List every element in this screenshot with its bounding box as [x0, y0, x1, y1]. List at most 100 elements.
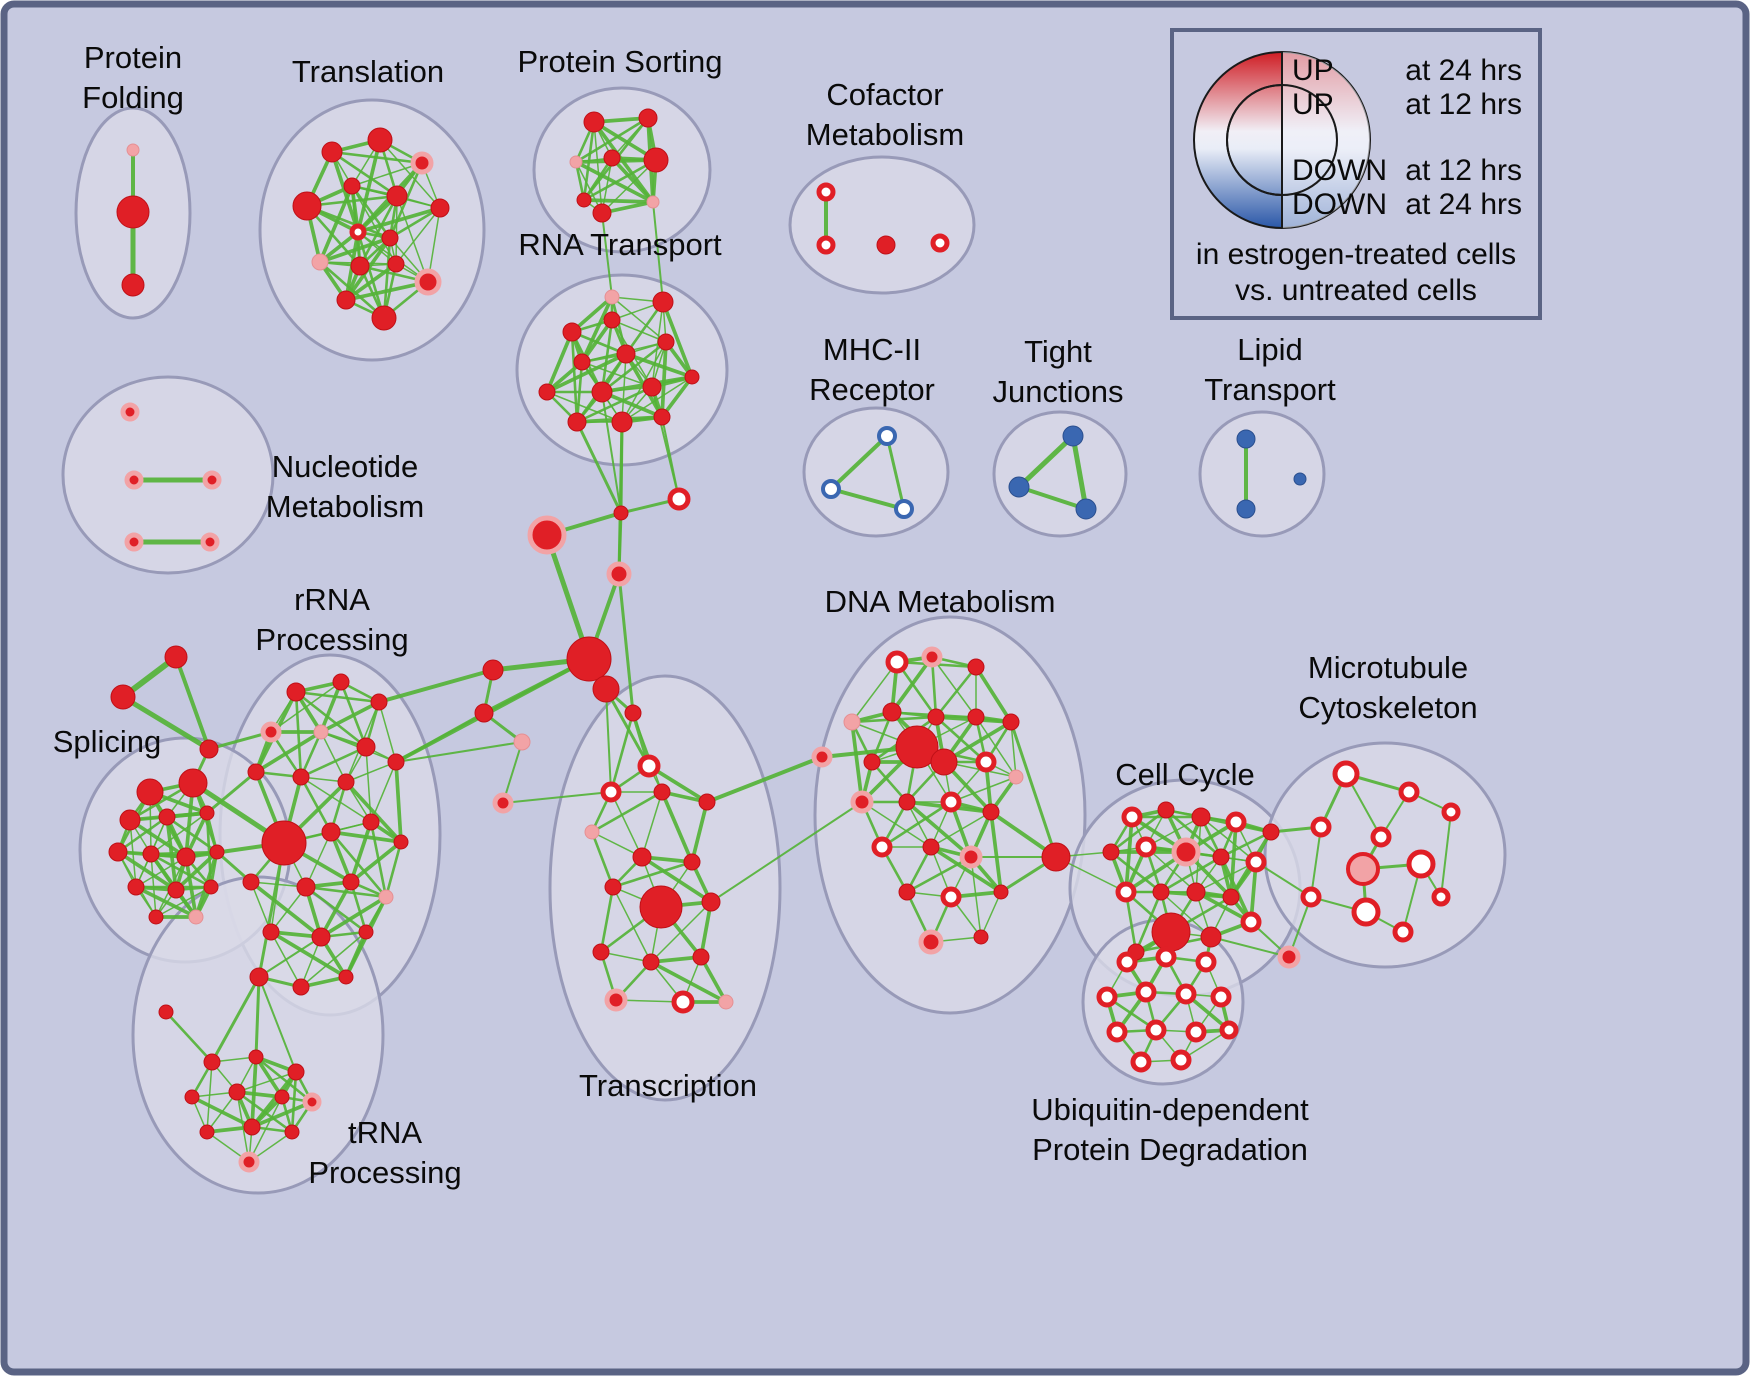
- gene-node[interactable]: [863, 753, 881, 771]
- gene-node[interactable]: [110, 684, 136, 710]
- gene-node[interactable]: [126, 143, 140, 157]
- gene-node[interactable]: [671, 990, 695, 1014]
- gene-node[interactable]: [184, 1089, 200, 1105]
- gene-node[interactable]: [209, 844, 225, 860]
- gene-node[interactable]: [642, 377, 662, 397]
- gene-node[interactable]: [287, 1063, 305, 1081]
- gene-node[interactable]: [811, 746, 833, 768]
- gene-node[interactable]: [567, 412, 587, 432]
- gene-node[interactable]: [967, 658, 985, 676]
- gene-node[interactable]: [1075, 498, 1097, 520]
- gene-node[interactable]: [1157, 801, 1175, 819]
- gene-node[interactable]: [1398, 781, 1420, 803]
- gene-node[interactable]: [286, 682, 306, 702]
- gene-node[interactable]: [940, 886, 962, 908]
- gene-node[interactable]: [940, 791, 962, 813]
- gene-node[interactable]: [653, 783, 671, 801]
- gene-node[interactable]: [876, 235, 896, 255]
- gene-node[interactable]: [199, 1124, 215, 1140]
- gene-node[interactable]: [136, 778, 164, 806]
- gene-node[interactable]: [604, 289, 620, 305]
- gene-node[interactable]: [1277, 945, 1301, 969]
- gene-node[interactable]: [600, 781, 622, 803]
- gene-node[interactable]: [178, 768, 208, 798]
- gene-node[interactable]: [262, 923, 280, 941]
- gene-node[interactable]: [538, 383, 556, 401]
- gene-node[interactable]: [667, 487, 691, 511]
- gene-node[interactable]: [200, 532, 220, 552]
- gene-node[interactable]: [367, 127, 393, 153]
- gene-node[interactable]: [336, 290, 356, 310]
- gene-node[interactable]: [203, 1053, 221, 1071]
- gene-node[interactable]: [1210, 986, 1232, 1008]
- gene-node[interactable]: [1191, 807, 1211, 827]
- gene-node[interactable]: [930, 748, 958, 776]
- gene-node[interactable]: [611, 411, 633, 433]
- gene-node[interactable]: [1236, 499, 1256, 519]
- gene-node[interactable]: [1002, 713, 1020, 731]
- gene-node[interactable]: [653, 408, 671, 426]
- gene-node[interactable]: [1116, 951, 1138, 973]
- gene-node[interactable]: [274, 1089, 290, 1105]
- gene-node[interactable]: [142, 845, 160, 863]
- gene-node[interactable]: [124, 470, 144, 490]
- gene-node[interactable]: [513, 733, 531, 751]
- gene-node[interactable]: [1406, 849, 1436, 879]
- gene-node[interactable]: [604, 878, 622, 896]
- gene-node[interactable]: [249, 967, 269, 987]
- gene-node[interactable]: [381, 229, 399, 247]
- gene-node[interactable]: [349, 223, 367, 241]
- gene-node[interactable]: [816, 235, 836, 255]
- gene-node[interactable]: [1102, 843, 1120, 861]
- gene-node[interactable]: [362, 813, 380, 831]
- gene-node[interactable]: [843, 713, 861, 731]
- gene-node[interactable]: [410, 151, 434, 175]
- gene-node[interactable]: [592, 943, 610, 961]
- gene-node[interactable]: [922, 838, 940, 856]
- gene-node[interactable]: [358, 924, 374, 940]
- gene-node[interactable]: [576, 192, 592, 208]
- gene-node[interactable]: [583, 111, 605, 133]
- gene-node[interactable]: [624, 704, 642, 722]
- gene-node[interactable]: [1370, 826, 1392, 848]
- gene-node[interactable]: [199, 805, 215, 821]
- gene-node[interactable]: [176, 847, 196, 867]
- gene-node[interactable]: [603, 149, 621, 167]
- gene-node[interactable]: [158, 808, 176, 826]
- gene-node[interactable]: [386, 185, 408, 207]
- gene-node[interactable]: [338, 969, 354, 985]
- gene-node[interactable]: [918, 929, 944, 955]
- gene-node[interactable]: [1346, 852, 1380, 886]
- gene-node[interactable]: [387, 255, 405, 273]
- gene-node[interactable]: [566, 636, 612, 682]
- gene-node[interactable]: [646, 195, 660, 209]
- gene-node[interactable]: [894, 499, 914, 519]
- gene-node[interactable]: [474, 703, 494, 723]
- gene-node[interactable]: [1351, 897, 1381, 927]
- gene-node[interactable]: [1106, 1021, 1128, 1043]
- gene-node[interactable]: [877, 426, 897, 446]
- gene-node[interactable]: [1152, 883, 1170, 901]
- gene-node[interactable]: [108, 842, 128, 862]
- gene-node[interactable]: [606, 561, 632, 587]
- gene-node[interactable]: [1332, 760, 1360, 788]
- gene-node[interactable]: [527, 515, 567, 555]
- gene-node[interactable]: [684, 369, 700, 385]
- gene-node[interactable]: [850, 790, 874, 814]
- gene-node[interactable]: [370, 693, 388, 711]
- gene-node[interactable]: [1240, 911, 1262, 933]
- gene-node[interactable]: [1145, 1019, 1167, 1041]
- gene-node[interactable]: [895, 725, 939, 769]
- gene-node[interactable]: [1431, 887, 1451, 907]
- gene-node[interactable]: [148, 909, 164, 925]
- gene-node[interactable]: [350, 256, 370, 276]
- gene-node[interactable]: [1135, 981, 1157, 1003]
- gene-node[interactable]: [1096, 986, 1118, 1008]
- gene-node[interactable]: [718, 994, 734, 1010]
- gene-node[interactable]: [430, 198, 450, 218]
- gene-node[interactable]: [882, 702, 902, 722]
- gene-node[interactable]: [632, 847, 652, 867]
- gene-node[interactable]: [1130, 1051, 1152, 1073]
- gene-node[interactable]: [393, 834, 409, 850]
- gene-node[interactable]: [321, 141, 343, 163]
